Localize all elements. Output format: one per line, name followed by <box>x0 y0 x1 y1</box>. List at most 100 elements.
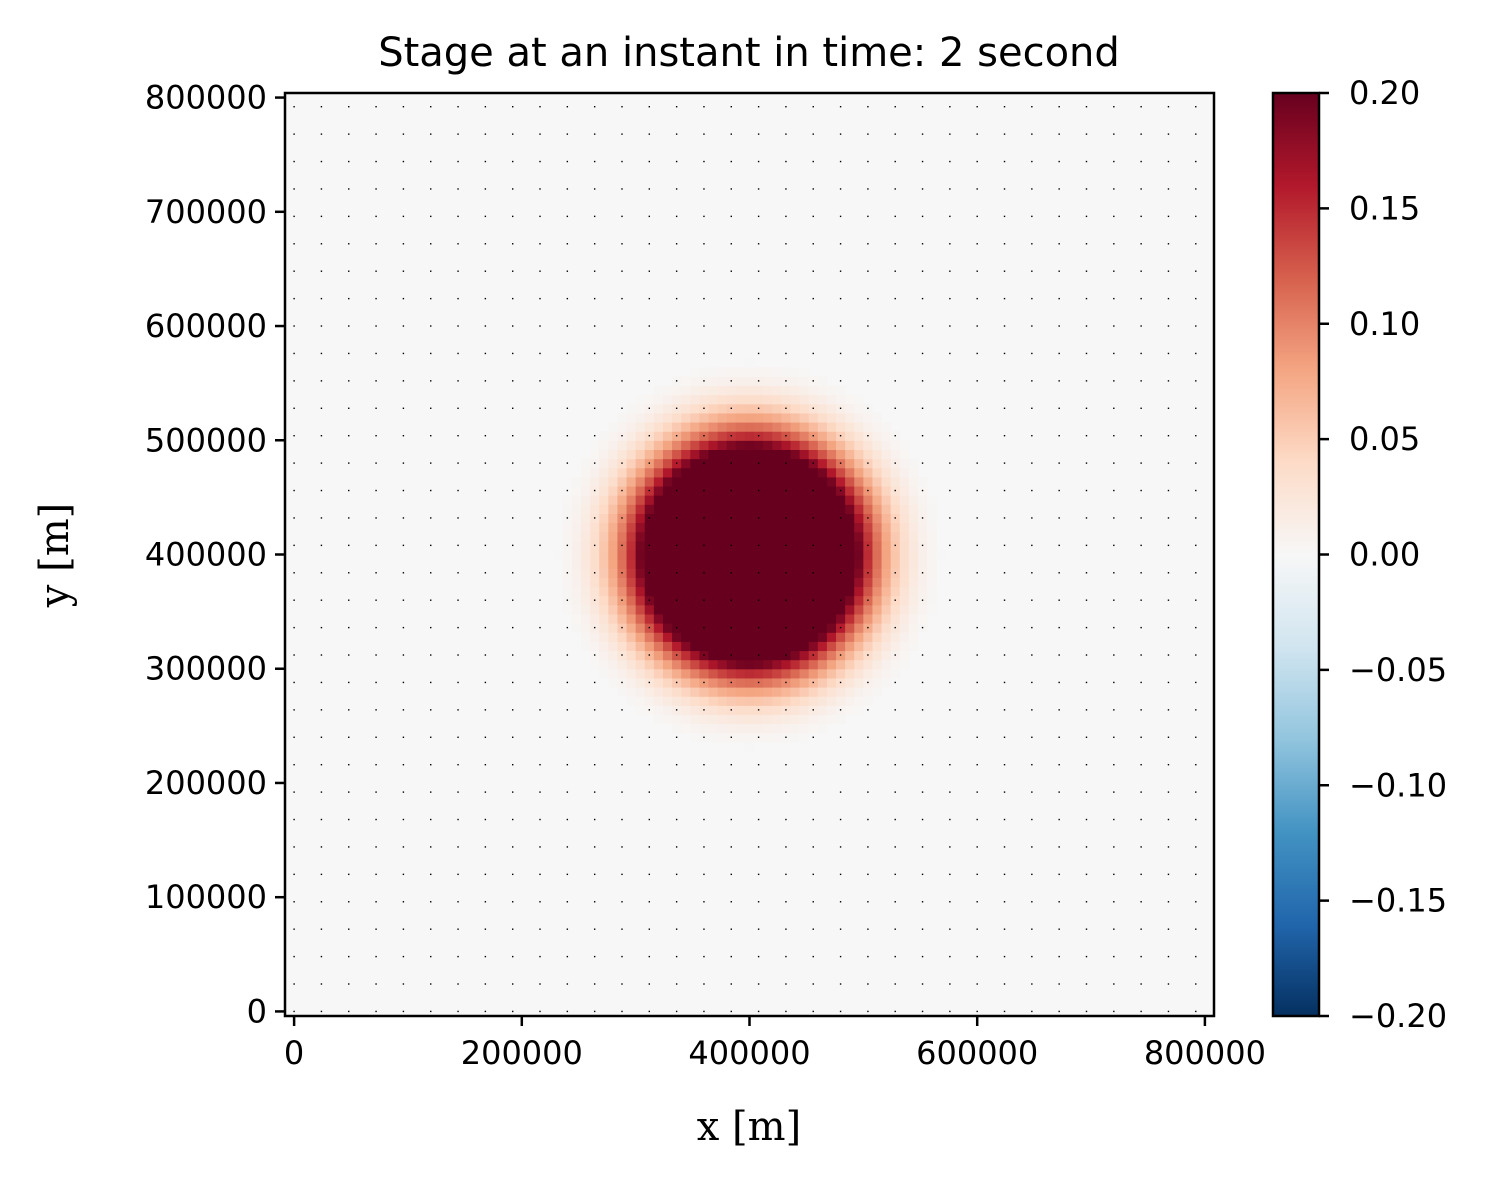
heat-cell <box>772 394 782 405</box>
heat-cell <box>790 677 801 688</box>
heat-cell <box>899 559 910 569</box>
heat-cell <box>635 421 646 432</box>
mesh-point <box>648 681 651 684</box>
mesh-points <box>293 106 1197 1013</box>
mesh-point <box>484 846 487 848</box>
heat-cell <box>781 467 792 478</box>
heat-cell <box>735 549 746 560</box>
mesh-point <box>1167 243 1170 245</box>
heat-cell <box>836 549 846 560</box>
heat-cell <box>599 641 609 652</box>
mesh-point <box>1195 462 1197 464</box>
heat-cell <box>690 504 701 514</box>
colorbar-tick-label: −0.20 <box>1349 997 1447 1035</box>
colorbar-gradient <box>1273 93 1319 1016</box>
mesh-point <box>785 188 787 190</box>
mesh-point <box>785 325 787 327</box>
heat-cell <box>653 568 664 578</box>
heat-cell <box>872 586 883 597</box>
mesh-point <box>703 928 705 930</box>
mesh-point <box>976 846 978 848</box>
mesh-point <box>348 928 350 930</box>
heat-cell <box>845 623 855 633</box>
heat-cell <box>690 485 701 496</box>
mesh-point <box>512 160 514 163</box>
mesh-point <box>839 599 842 601</box>
mesh-point <box>812 297 814 300</box>
mesh-point <box>1167 462 1170 464</box>
heat-cell <box>908 632 919 642</box>
mesh-point <box>1113 791 1115 793</box>
heat-cell <box>781 367 792 377</box>
heat-cell <box>790 449 801 460</box>
mesh-point <box>921 572 924 574</box>
heat-cell <box>626 485 637 496</box>
mesh-point <box>867 955 869 958</box>
heat-cell <box>872 568 883 578</box>
mesh-point <box>785 955 787 958</box>
heat-cell <box>717 376 728 387</box>
heat-cell <box>735 668 746 679</box>
mesh-point <box>675 380 678 382</box>
heat-cell <box>690 403 701 414</box>
heat-cell <box>790 659 801 670</box>
heat-cell <box>927 531 937 542</box>
heat-cell <box>826 440 837 451</box>
heat-cell <box>826 522 837 533</box>
heat-cell <box>799 367 810 377</box>
heat-cell <box>617 522 628 533</box>
mesh-point <box>348 901 350 903</box>
mesh-point <box>430 873 432 876</box>
heat-cell <box>681 531 691 542</box>
heat-cell <box>744 586 755 597</box>
mesh-point <box>375 517 377 519</box>
heat-cell <box>881 650 892 661</box>
mesh-point <box>539 462 541 464</box>
mesh-point <box>1195 955 1197 958</box>
heat-cell <box>863 476 874 487</box>
heat-cell <box>717 623 728 633</box>
heat-cell <box>708 732 719 743</box>
mesh-point <box>867 572 869 574</box>
heat-cell <box>635 540 646 551</box>
mesh-point <box>675 243 678 245</box>
heat-cell <box>672 632 682 642</box>
mesh-point <box>703 791 705 793</box>
heat-cell <box>881 531 892 542</box>
mesh-point <box>402 517 405 519</box>
mesh-point <box>894 1010 896 1013</box>
heat-cell <box>872 604 883 615</box>
heat-cell <box>763 668 773 679</box>
heat-cell <box>681 613 691 624</box>
mesh-point <box>867 517 869 519</box>
mesh-point <box>457 599 459 601</box>
heat-cell <box>699 495 710 505</box>
heat-cell <box>817 559 828 569</box>
heat-cell <box>763 705 773 716</box>
heat-cell <box>571 623 582 633</box>
heat-cell <box>626 513 637 524</box>
mesh-point <box>293 544 295 547</box>
heat-cell <box>662 421 673 432</box>
heat-cell <box>581 531 591 542</box>
mesh-point <box>1113 736 1115 738</box>
mesh-point <box>703 572 705 574</box>
heat-cell <box>899 458 910 469</box>
heat-cell <box>890 467 901 478</box>
heat-cell <box>735 604 746 615</box>
mesh-point <box>1031 544 1033 547</box>
mesh-point <box>293 1010 295 1013</box>
heat-cell <box>571 504 582 514</box>
heat-cell <box>708 485 719 496</box>
heat-cell <box>690 668 701 679</box>
mesh-point <box>621 215 623 218</box>
heat-cell <box>863 504 874 514</box>
mesh-point <box>867 928 869 930</box>
heat-cell <box>845 504 855 514</box>
mesh-point <box>512 544 514 547</box>
heat-cell <box>672 531 682 542</box>
heat-cell <box>635 595 646 606</box>
mesh-point <box>976 928 978 930</box>
heat-cell <box>927 595 937 606</box>
heat-cell <box>626 696 637 706</box>
